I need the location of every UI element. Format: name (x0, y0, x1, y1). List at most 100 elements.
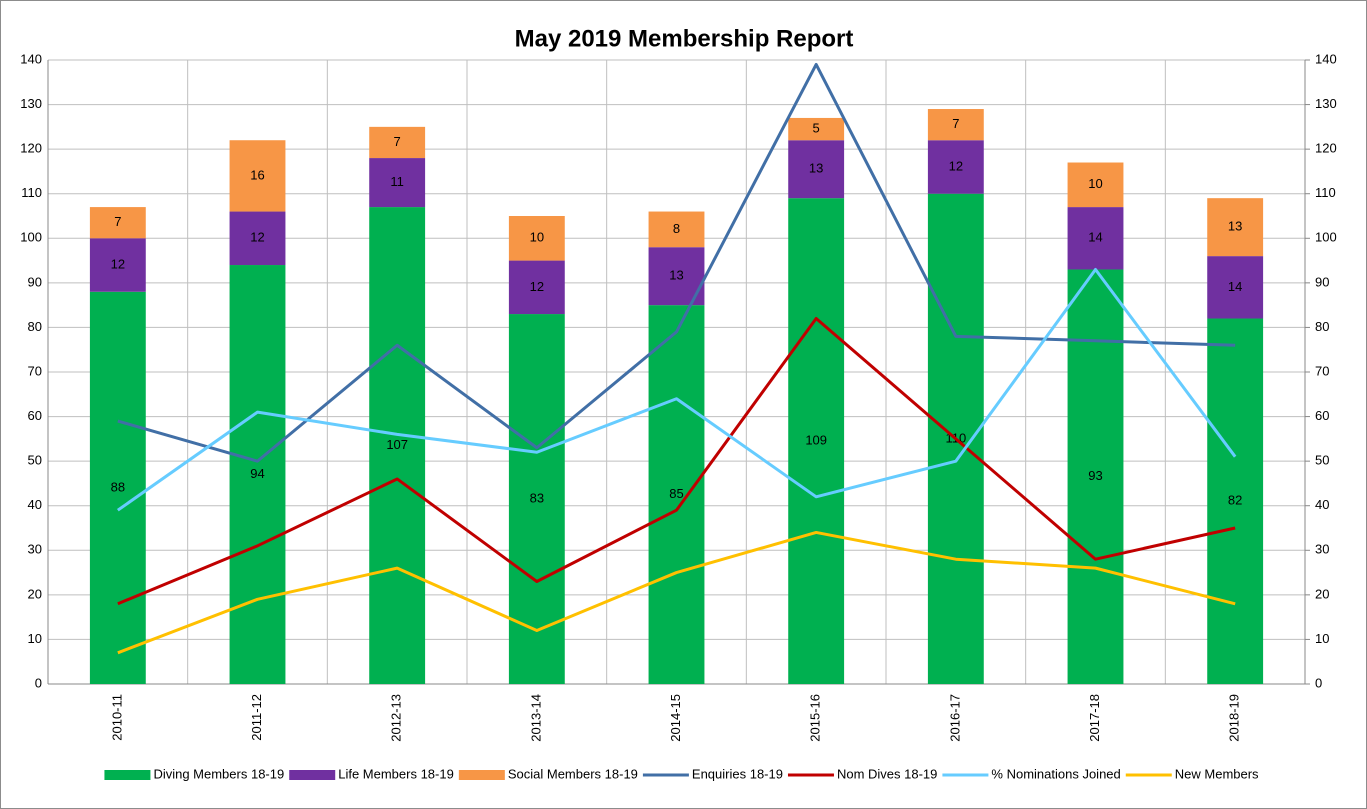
x-tick-label: 2014-15 (668, 694, 683, 742)
y-tick-label: 80 (28, 319, 42, 334)
line-series (116, 267, 1237, 512)
y-tick-label: 100 (20, 230, 42, 245)
bar-segment (788, 140, 845, 199)
bar-segment (1207, 318, 1264, 684)
x-tick-label: 2011-12 (249, 694, 264, 741)
data-label: 14 (1088, 230, 1102, 245)
y2-tick-label: 120 (1315, 141, 1337, 156)
data-label: 85 (669, 486, 683, 501)
y2-tick-label: 50 (1315, 453, 1329, 468)
data-label: 12 (111, 256, 125, 271)
bar-segment (927, 109, 984, 141)
data-label: 12 (949, 158, 963, 173)
y-tick-label: 30 (28, 542, 42, 557)
y2-tick-label: 90 (1315, 274, 1329, 289)
y-tick-label: 40 (28, 497, 42, 512)
legend-label: Life Members 18-19 (338, 766, 454, 781)
legend-swatch (289, 770, 336, 780)
data-label: 7 (952, 116, 959, 131)
data-label: 5 (813, 121, 820, 136)
y2-tick-label: 40 (1315, 497, 1329, 512)
data-label: 10 (530, 230, 544, 245)
bar-segment (508, 216, 565, 261)
y-tick-label: 140 (20, 51, 42, 66)
y-tick-label: 120 (20, 141, 42, 156)
y-tick-label: 0 (35, 675, 42, 690)
x-tick-label: 2012-13 (389, 694, 404, 742)
bar-segment (508, 260, 565, 315)
x-tick-label: 2015-16 (808, 694, 823, 742)
bar-segment (1207, 198, 1264, 257)
data-label: 88 (111, 479, 125, 494)
bar-segment (788, 117, 845, 141)
bar-segment (369, 126, 426, 159)
y2-tick-label: 80 (1315, 319, 1329, 334)
data-label: 94 (250, 466, 264, 481)
legend-label: New Members (1175, 766, 1259, 781)
bar-segment (229, 211, 286, 266)
bar-segment (648, 211, 705, 248)
data-label: 16 (250, 167, 264, 182)
legend-label: Diving Members 18-19 (153, 766, 284, 781)
bar-segment (229, 265, 286, 684)
bar-segment (1067, 162, 1124, 208)
data-label: 93 (1088, 468, 1102, 483)
y2-tick-label: 100 (1315, 230, 1337, 245)
legend-label: Social Members 18-19 (508, 766, 638, 781)
y2-tick-label: 60 (1315, 408, 1329, 423)
y2-tick-label: 140 (1315, 51, 1337, 66)
data-label: 12 (250, 230, 264, 245)
data-label: 13 (669, 268, 683, 283)
legend-label: Enquiries 18-19 (692, 766, 783, 781)
data-label: 13 (1228, 219, 1242, 234)
y2-tick-label: 110 (1315, 185, 1336, 200)
data-label: 12 (530, 279, 544, 294)
x-tick-label: 2010-11 (109, 694, 124, 741)
data-label: 107 (386, 437, 408, 452)
y-tick-label: 50 (28, 453, 42, 468)
bar-segment (369, 207, 426, 685)
y2-tick-label: 20 (1315, 586, 1329, 601)
bar-segment (1067, 269, 1124, 684)
bar-segment (89, 291, 146, 684)
y2-tick-label: 70 (1315, 363, 1329, 378)
data-label: 7 (394, 134, 401, 149)
bar-segment (648, 305, 705, 684)
data-label: 8 (673, 221, 680, 236)
chart-title: May 2019 Membership Report (515, 25, 854, 52)
bar-segment (1067, 207, 1124, 270)
data-label: 14 (1228, 279, 1242, 294)
legend-label: % Nominations Joined (991, 766, 1120, 781)
bar-segment (89, 207, 146, 239)
bar-segment (89, 238, 146, 292)
legend-label: Nom Dives 18-19 (837, 766, 937, 781)
bar-segment (927, 140, 984, 194)
data-label: 83 (530, 490, 544, 505)
x-tick-label: 2013-14 (528, 694, 543, 742)
data-label: 7 (114, 214, 121, 229)
y-tick-label: 130 (20, 96, 42, 111)
bar-segment (1207, 256, 1264, 319)
legend-swatch (458, 770, 505, 780)
y2-tick-label: 130 (1315, 96, 1337, 111)
data-label: 10 (1088, 176, 1102, 191)
x-tick-label: 2016-17 (947, 694, 962, 742)
y2-tick-label: 10 (1315, 631, 1329, 646)
line-series (117, 317, 1236, 606)
data-label: 11 (390, 174, 404, 189)
y2-tick-label: 30 (1315, 542, 1329, 557)
legend-swatch (104, 770, 151, 780)
data-label: 109 (805, 433, 827, 448)
y2-tick-label: 0 (1315, 675, 1322, 690)
y-tick-label: 90 (28, 274, 42, 289)
line-series (117, 62, 1236, 463)
bar-segment (229, 140, 286, 212)
bar-segment (369, 158, 426, 208)
x-tick-label: 2018-19 (1227, 694, 1242, 742)
y-tick-label: 20 (28, 586, 42, 601)
y-tick-label: 110 (21, 185, 42, 200)
y-tick-label: 60 (28, 408, 42, 423)
y-tick-label: 10 (28, 631, 42, 646)
bar-segment (788, 198, 845, 684)
